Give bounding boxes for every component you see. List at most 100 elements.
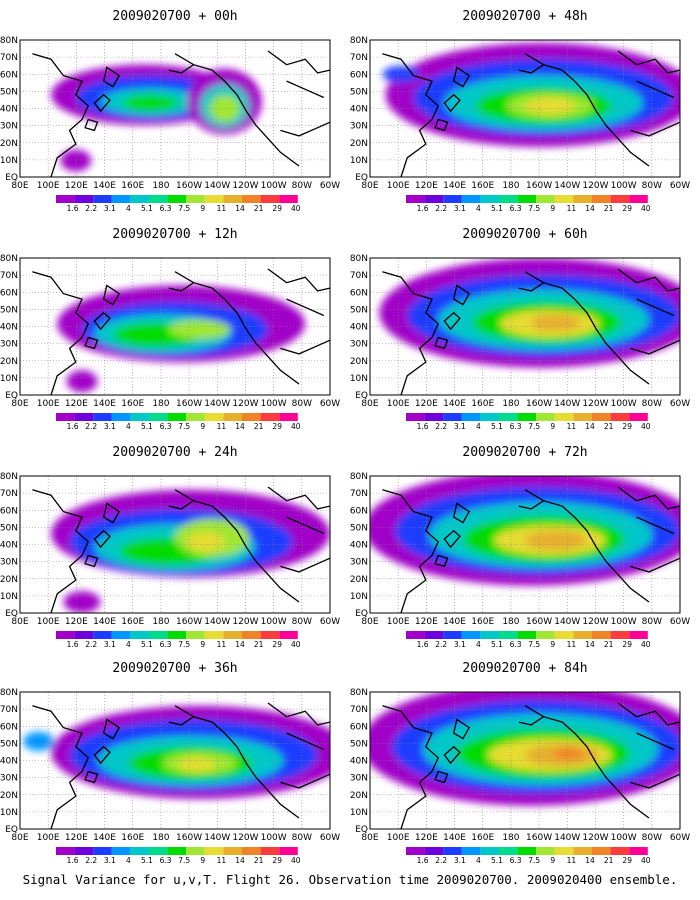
coastline: [168, 500, 194, 510]
contour-fill: [531, 314, 581, 331]
lon-tick-label: 80W: [642, 399, 662, 409]
colorbar-swatch: [130, 847, 149, 855]
lon-tick-label: 160W: [176, 181, 202, 191]
coastline: [93, 745, 111, 765]
colorbar-label: 3.1: [454, 640, 466, 649]
colorbar-swatch: [424, 847, 444, 855]
coastline: [518, 716, 544, 726]
colorbar-label: 21: [254, 856, 264, 865]
colorbar-label: 1.6: [417, 640, 429, 649]
colorbar-swatch: [186, 413, 205, 421]
lat-tick-label: 50N: [350, 87, 368, 97]
lon-tick-label: 100E: [37, 617, 60, 627]
lat-tick-label: 10N: [0, 592, 18, 602]
lon-tick-label: 180: [502, 181, 519, 191]
coastline: [84, 118, 99, 132]
map-frame: [19, 475, 331, 614]
lat-tick-label: 30N: [350, 340, 368, 350]
panel-title: 2009020700 + 12h: [112, 227, 237, 242]
coastline: [617, 50, 680, 74]
colorbar-swatch: [554, 847, 574, 855]
lat-tick-label: 10N: [350, 156, 368, 166]
colorbar-label: 29: [272, 856, 282, 865]
map-frame: [369, 475, 681, 614]
lat-tick-label: 50N: [0, 739, 18, 749]
colorbar-swatch: [242, 413, 261, 421]
lat-tick-label: 30N: [0, 774, 18, 784]
lon-tick-label: 140E: [443, 181, 466, 191]
lat-tick-label: 70N: [350, 53, 368, 63]
colorbar-swatch: [629, 413, 648, 421]
colorbar-swatch: [443, 413, 462, 421]
coastline: [286, 298, 325, 317]
colorbar-label: 2.2: [85, 422, 97, 431]
colorbar-swatch: [554, 195, 574, 203]
shaded-field: [51, 489, 330, 613]
lon-tick-label: 140E: [443, 617, 466, 627]
coastline: [518, 500, 544, 510]
lat-tick-label: EQ: [5, 825, 18, 835]
colorbar-label: 5.1: [141, 422, 153, 431]
colorbar-swatch: [149, 631, 168, 639]
colorbar-swatch: [167, 195, 187, 203]
coastline: [280, 773, 330, 789]
colorbar-label: 29: [622, 640, 632, 649]
colorbar-label: 5.1: [141, 204, 153, 213]
contour-fill: [66, 370, 98, 393]
lon-tick-label: 140E: [93, 617, 116, 627]
colorbar-swatch: [223, 195, 242, 203]
coastline: [84, 336, 99, 350]
colorbar-swatch: [536, 631, 555, 639]
colorbar-swatch: [279, 195, 298, 203]
colorbar-swatch: [424, 631, 444, 639]
lon-tick-label: 140W: [204, 399, 230, 409]
lat-tick-label: 70N: [0, 271, 18, 281]
colorbar-swatch: [424, 413, 444, 421]
lon-tick-label: 60W: [670, 181, 690, 191]
lon-tick-label: 80W: [292, 399, 312, 409]
colorbar-label: 1.6: [67, 204, 79, 213]
panel-title: 2009020700 + 84h: [462, 661, 587, 676]
lat-lon-grid: [370, 258, 680, 395]
colorbar-label: 40: [291, 856, 301, 865]
colorbar-swatch: [406, 847, 425, 855]
lon-tick-label: 160E: [121, 399, 144, 409]
colorbar-label: 14: [235, 640, 245, 649]
lat-tick-label: EQ: [355, 391, 368, 401]
colorbar-label: 6.3: [160, 204, 172, 213]
lon-tick-label: 80E: [11, 399, 28, 409]
coastline: [280, 557, 330, 573]
lon-tick-label: 160E: [471, 181, 494, 191]
colorbar-swatch: [406, 631, 425, 639]
lat-tick-label: EQ: [5, 391, 18, 401]
lat-tick-label: 20N: [350, 139, 368, 149]
lat-tick-label: 50N: [0, 87, 18, 97]
colorbar-label: 7.5: [178, 640, 190, 649]
colorbar-label: 3.1: [104, 422, 116, 431]
lon-tick-label: 100E: [37, 181, 60, 191]
colorbar-swatch: [56, 413, 75, 421]
colorbar-label: 5.1: [491, 422, 503, 431]
lat-tick-label: 60N: [350, 506, 368, 516]
colorbar-swatch: [93, 847, 112, 855]
lon-tick-label: 60W: [320, 617, 340, 627]
colorbar-swatch: [111, 413, 131, 421]
colorbar-label: 6.3: [160, 856, 172, 865]
lat-tick-label: 30N: [350, 774, 368, 784]
coastline: [84, 770, 99, 784]
coastline: [630, 339, 680, 355]
coastline: [452, 502, 471, 524]
coastline: [524, 53, 650, 167]
colorbar-label: 21: [604, 204, 614, 213]
lon-tick-label: 100W: [611, 181, 637, 191]
colorbar-swatch: [406, 413, 425, 421]
colorbar-label: 2.2: [85, 204, 97, 213]
colorbar-label: 29: [622, 422, 632, 431]
lon-tick-label: 140W: [204, 833, 230, 843]
colorbar: 1.6 2.2 3.1 4 5.1 6.3 7.5 9 11 14 21 29 40: [406, 847, 651, 865]
coastline: [524, 489, 650, 603]
lon-tick-label: 100E: [387, 181, 410, 191]
shaded-field: [23, 705, 330, 799]
colorbar-swatch: [260, 195, 280, 203]
colorbar-swatch: [592, 413, 611, 421]
